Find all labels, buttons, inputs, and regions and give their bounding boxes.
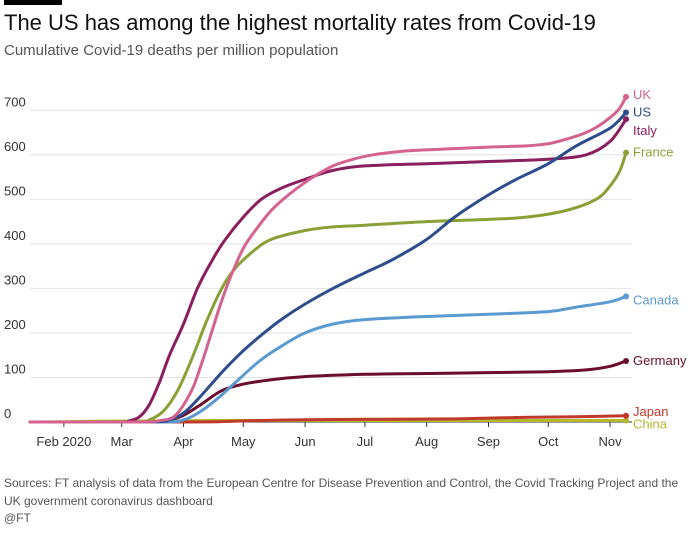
- series-line-canada: [28, 294, 628, 424]
- series-end-dot-canada: [623, 293, 630, 300]
- series-end-dot-italy: [623, 116, 630, 123]
- series-line-france: [28, 151, 628, 424]
- y-tick-label: 100: [4, 361, 26, 376]
- x-tick-label: Oct: [538, 434, 559, 449]
- x-axis-ticks: Feb 2020 Mar Apr May Jun Jul Aug Sep Oct Nov: [36, 422, 622, 449]
- y-tick-label: 400: [4, 228, 26, 243]
- x-tick-label: Feb 2020: [36, 434, 91, 449]
- series-label-us: US: [633, 104, 651, 119]
- y-tick-label: 700: [4, 94, 26, 109]
- top-accent-bar: [4, 0, 62, 5]
- y-tick-label: 200: [4, 317, 26, 332]
- chart-subtitle: Cumulative Covid-19 deaths per million p…: [4, 42, 339, 59]
- x-tick-label: Apr: [173, 434, 194, 449]
- x-tick-label: Nov: [599, 434, 623, 449]
- series-line-germany: [28, 359, 628, 424]
- source-note: Sources: FT analysis of data from the Eu…: [4, 476, 679, 508]
- series-lines: [28, 93, 630, 424]
- y-tick-label: 500: [4, 183, 26, 198]
- x-tick-label: Aug: [415, 434, 438, 449]
- series-end-dot-japan: [623, 412, 630, 419]
- series-label-canada: Canada: [633, 292, 679, 307]
- series-line-italy: [28, 117, 628, 424]
- series-label-japan: Japan: [633, 404, 668, 419]
- series-label-china: China: [633, 417, 668, 432]
- series-end-dot-germany: [623, 357, 630, 364]
- x-tick-label: Jul: [357, 434, 374, 449]
- series-end-dot-uk: [623, 93, 630, 100]
- series-end-dot-china: [623, 417, 630, 424]
- x-tick-label: Jun: [295, 434, 316, 449]
- chart-title: The US has among the highest mortality r…: [4, 10, 596, 35]
- series-line-us: [28, 111, 628, 424]
- y-axis-ticks: 0 100 200 300 400 500 600 700: [4, 94, 26, 421]
- line-chart: 0 100 200 300 400 500 600 700 Feb 2020 Mar Apr May…: [4, 87, 687, 449]
- x-tick-label: Sep: [477, 434, 500, 449]
- series-label-france: France: [633, 145, 673, 160]
- series-label-uk: UK: [633, 87, 651, 102]
- series-label-italy: Italy: [633, 123, 657, 138]
- series-end-dot-france: [623, 149, 630, 156]
- series-end-dot-us: [623, 109, 630, 116]
- y-tick-label: 0: [4, 406, 11, 421]
- x-tick-label: May: [231, 434, 256, 449]
- y-tick-label: 300: [4, 272, 26, 287]
- series-line-uk: [28, 95, 628, 424]
- series-label-germany: Germany: [633, 353, 687, 368]
- y-tick-label: 600: [4, 139, 26, 154]
- credit-line: @FT: [4, 511, 31, 525]
- x-tick-label: Mar: [111, 434, 134, 449]
